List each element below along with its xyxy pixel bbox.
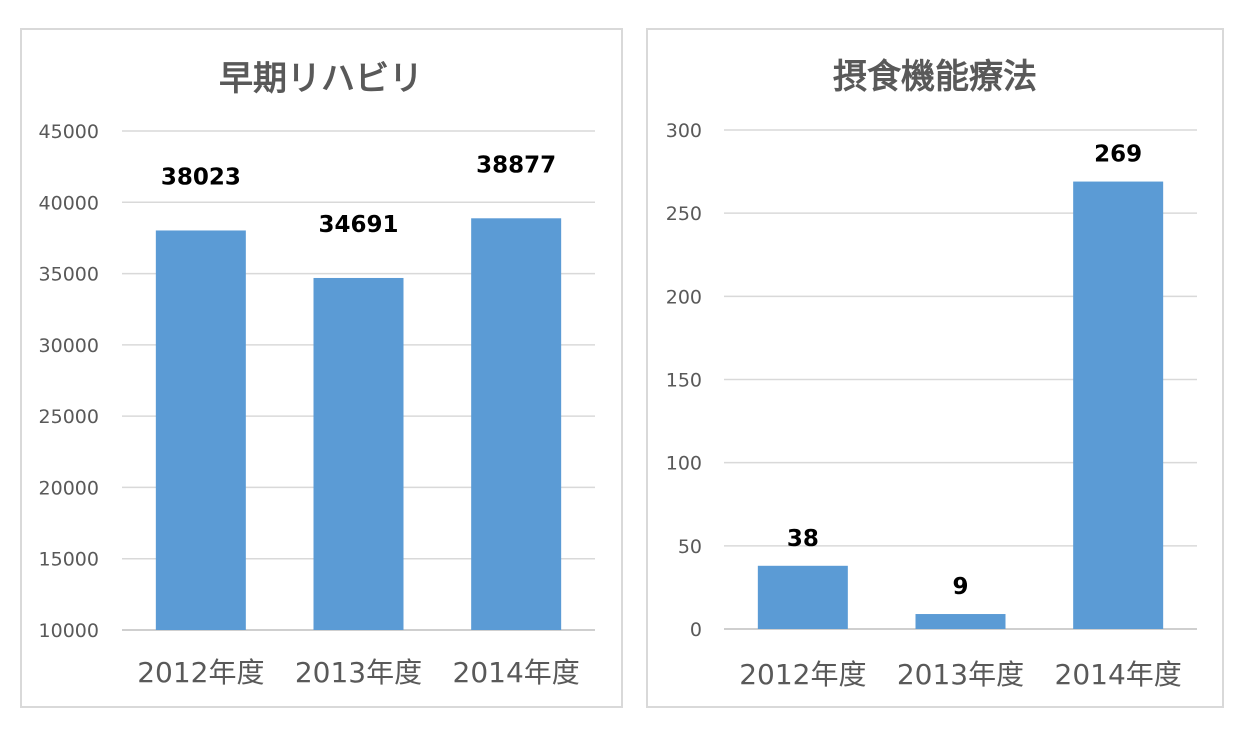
y-tick-label: 20000	[39, 477, 99, 499]
data-label: 38877	[476, 152, 556, 178]
y-tick-label: 15000	[39, 549, 99, 571]
y-tick-label: 45000	[39, 121, 99, 143]
y-tick-label: 50	[678, 536, 702, 558]
x-axis: 2012年度 2013年度 2014年度	[137, 656, 580, 689]
y-tick-label: 200	[666, 286, 702, 308]
x-tick-label: 2012年度	[137, 656, 264, 689]
y-axis: 10000 15000 20000 25000 30000 35000 40000 45000	[39, 121, 99, 642]
bar	[757, 565, 848, 629]
chart-early-rehab: 早期リハビリ 10000 15000 20000 25000 30000 35000 400…	[39, 59, 595, 689]
y-tick-label: 25000	[39, 406, 99, 428]
y-tick-label: 250	[666, 203, 702, 225]
bar	[471, 218, 562, 630]
x-axis: 2012年度 2013年度 2014年度	[739, 658, 1182, 691]
y-tick-label: 150	[666, 370, 702, 392]
x-tick-label: 2013年度	[897, 658, 1024, 691]
chart-title: 摂食機能療法	[833, 57, 1037, 97]
y-tick-label: 40000	[39, 192, 99, 214]
data-label: 38	[787, 526, 819, 552]
x-tick-label: 2013年度	[295, 656, 422, 689]
chart-title: 早期リハビリ	[219, 59, 423, 99]
y-axis: 0 50 100 150 200 250 300	[666, 120, 702, 641]
y-tick-label: 35000	[39, 264, 99, 286]
x-tick-label: 2014年度	[1055, 658, 1182, 691]
bars	[757, 181, 1164, 629]
bar	[1073, 181, 1164, 629]
bar	[915, 614, 1006, 629]
data-label: 34691	[318, 212, 398, 238]
x-tick-label: 2012年度	[739, 658, 866, 691]
x-tick-label: 2014年度	[453, 656, 580, 689]
y-tick-label: 100	[666, 453, 702, 475]
y-tick-label: 10000	[39, 620, 99, 642]
y-tick-label: 0	[690, 619, 702, 641]
y-tick-label: 30000	[39, 335, 99, 357]
data-labels: 38 9 269	[787, 142, 1142, 600]
bar	[155, 230, 246, 630]
data-label: 38023	[161, 164, 241, 190]
y-tick-label: 300	[666, 120, 702, 142]
data-labels: 38023 34691 38877	[161, 152, 556, 238]
chart-panel-swallowing-therapy: 摂食機能療法 0 50 100 150 200 250 300 38 9 269 2012年度 201…	[646, 28, 1224, 708]
bars	[155, 218, 562, 630]
data-label: 269	[1094, 142, 1142, 168]
data-label: 9	[952, 574, 968, 600]
bar	[313, 277, 404, 630]
chart-panel-early-rehab: 早期リハビリ 10000 15000 20000 25000 30000 35000 400…	[20, 28, 623, 708]
